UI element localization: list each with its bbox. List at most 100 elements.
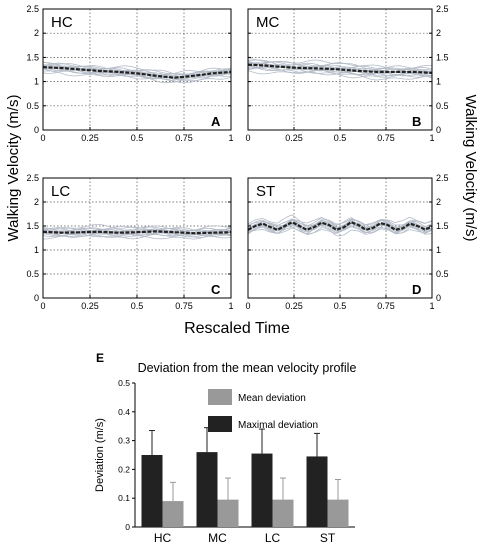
legend-label: Mean deviation [238,393,306,404]
y-tick-label: 1.5 [436,52,449,62]
mean-velocity-curve [247,63,433,74]
individual-trajectory [42,62,232,76]
mean-velocity-curve [42,230,232,235]
category-label: MC [208,531,227,545]
bar-chart-title: Deviation from the mean velocity profile [138,361,357,375]
bar-mean-deviation [217,499,239,527]
individual-trajectory [42,225,232,233]
x-tick-label: 1 [429,133,434,143]
individual-trajectory [247,220,433,230]
individual-trajectory [247,59,433,71]
y-tick-label: 0 [436,125,441,135]
y-tick-label: 0.2 [118,464,130,474]
individual-trajectory [42,231,232,239]
bar-panel-E: E Deviation from the mean velocity profil… [94,351,356,545]
x-tick-label: 0.75 [377,133,395,143]
y-tick-label: 0.5 [26,269,39,279]
individual-trajectory [247,69,433,81]
y-tick-label: 1 [34,245,39,255]
category-label: HC [154,531,172,545]
category-label: ST [320,531,336,545]
y-tick-label: 1 [436,245,441,255]
legend-swatch [208,416,232,432]
line-panel-A: 0 0.25 0.5 0.75 1 0 0.5 1 1.5 2 2.5 HC A [26,4,233,143]
group-label: ST [256,183,275,200]
y-tick-label: 0.5 [118,378,130,388]
y-tick-label: 0 [34,293,39,303]
common-x-axis-label: Rescaled Time [184,320,290,337]
y-tick-label: 1.5 [26,52,39,62]
legend-label: Maximal deviation [238,420,318,431]
group-label: LC [51,183,70,200]
y-tick-label: 0.5 [26,101,39,111]
x-tick-label: 0 [245,133,250,143]
individual-trajectory [42,70,232,84]
y-tick-label: 0.3 [118,436,130,446]
x-tick-label: 1 [429,301,434,311]
individual-trajectory [247,214,433,228]
y-tick-label: 2.5 [436,4,449,14]
legend-swatch [208,389,232,405]
x-tick-label: 1 [228,133,233,143]
y-tick-label: 1.5 [26,221,39,231]
bar-mean-deviation [162,501,184,527]
y-tick-label: 0.4 [118,407,130,417]
right-y-axis-label: Walking Velocity (m/s) [462,95,479,242]
individual-trajectory [42,224,231,231]
y-tick-label: 0.1 [118,493,130,503]
panel-letter: E [96,351,104,365]
x-tick-label: 0 [40,133,45,143]
y-tick-label: 2 [436,197,441,207]
individual-trajectory [42,64,232,78]
x-tick-label: 0.75 [377,301,395,311]
bar-maximal-deviation [141,455,163,527]
individual-trajectory [42,226,232,232]
y-tick-label: 1 [34,77,39,87]
x-tick-label: 0.5 [334,133,347,143]
x-tick-label: 0.5 [131,301,144,311]
line-panel-C: 0 0.25 0.5 0.75 1 0 0.5 1 1.5 2 2.5 LC C [26,173,233,311]
x-tick-label: 0 [40,301,45,311]
individual-trajectory [247,216,433,229]
mean-velocity-curve [42,66,232,79]
y-tick-label: 1.5 [436,221,449,231]
panel-letter: B [412,114,421,129]
y-tick-label: 1 [436,77,441,87]
y-tick-label: 0.5 [436,101,449,111]
x-tick-label: 0.5 [131,133,144,143]
y-tick-label: 0.5 [436,269,449,279]
y-tick-label: 2 [436,28,441,38]
individual-trajectory [247,66,433,79]
panel-letter: D [412,282,421,297]
group-label: MC [256,14,279,31]
bar-mean-deviation [272,499,294,527]
x-tick-label: 0.25 [285,301,303,311]
bar-chart-y-axis-label: Deviation (m/s) [94,418,106,492]
y-tick-label: 2.5 [26,4,39,14]
x-tick-label: 0.75 [175,301,193,311]
y-tick-label: 0 [436,293,441,303]
individual-trajectory [42,233,232,240]
category-label: LC [265,531,281,545]
x-tick-label: 0.75 [175,133,193,143]
panel-letter: A [211,114,221,129]
x-tick-label: 0.25 [285,133,303,143]
x-tick-label: 0 [245,301,250,311]
x-tick-label: 0.5 [334,301,347,311]
y-tick-label: 2.5 [436,173,449,183]
group-label: HC [51,14,73,31]
x-tick-label: 0.25 [81,301,99,311]
bar-maximal-deviation [251,453,273,527]
mean-velocity-curve [247,220,433,232]
left-y-axis-label: Walking Velocity (m/s) [5,95,22,242]
y-tick-label: 0 [34,125,39,135]
x-tick-label: 1 [228,301,233,311]
y-tick-label: 0 [125,522,130,532]
y-tick-label: 2.5 [26,173,39,183]
individual-trajectory [247,61,433,72]
y-tick-label: 2 [34,28,39,38]
